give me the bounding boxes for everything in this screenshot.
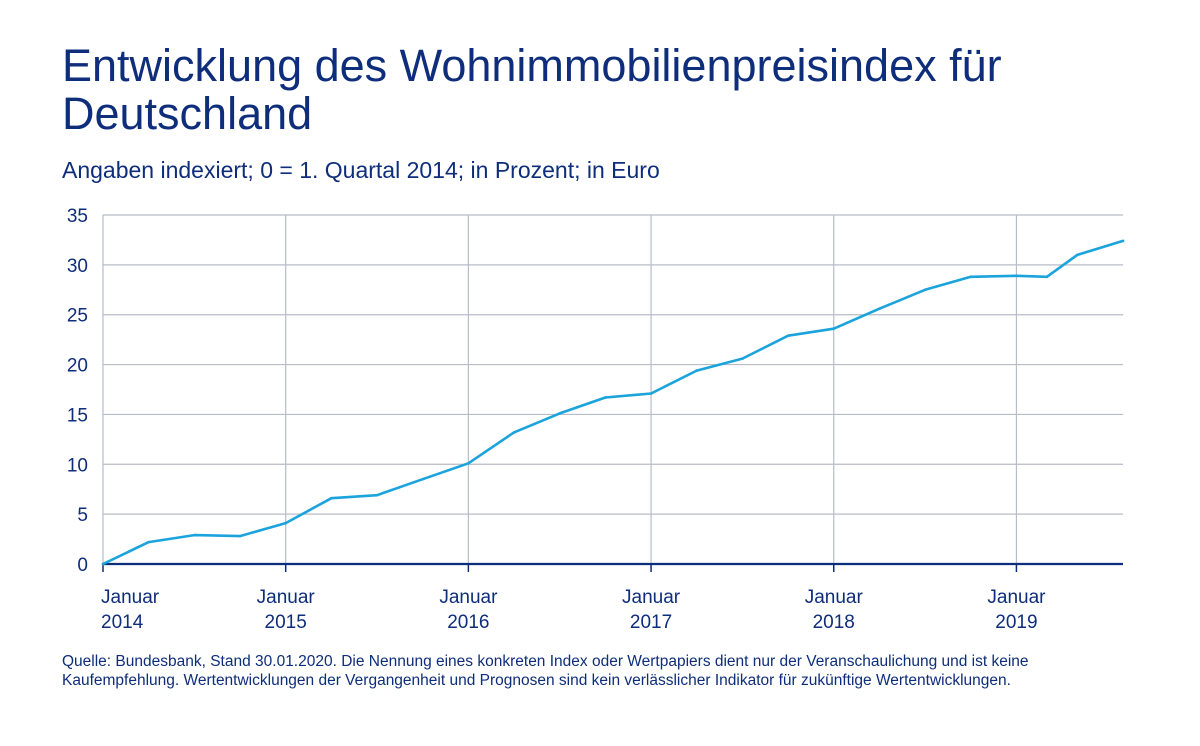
data-point <box>421 477 425 481</box>
x-tick-label-year: 2015 <box>265 612 307 633</box>
x-tick-label-month: Januar <box>622 587 681 608</box>
data-point <box>695 369 699 372</box>
data-point <box>147 540 150 544</box>
x-tick-label-year: 2014 <box>101 612 144 633</box>
y-tick-label: 20 <box>67 356 88 377</box>
data-point <box>832 327 836 330</box>
data-point <box>330 496 333 500</box>
y-tick-label: 25 <box>67 306 88 327</box>
x-tick-label-year: 2017 <box>630 612 672 633</box>
source-note: Quelle: Bundesbank, Stand 30.01.2020. Di… <box>62 653 1029 689</box>
x-tick-label-month: Januar <box>805 587 864 608</box>
data-point <box>969 275 973 279</box>
data-point <box>1076 253 1079 257</box>
chart-subtitle: Angaben indexiert; 0 = 1. Quartal 2014; … <box>62 157 660 183</box>
data-point <box>284 521 287 525</box>
data-point <box>101 562 105 566</box>
data-point <box>193 533 196 537</box>
data-point <box>375 493 379 497</box>
x-tick-label-month: Januar <box>257 587 316 608</box>
data-point <box>604 396 607 399</box>
y-tick-label: 10 <box>67 455 88 476</box>
x-tick-label-month: Januar <box>987 587 1046 608</box>
data-point <box>878 307 881 311</box>
x-tick-label-month: Januar <box>101 587 160 608</box>
data-point <box>649 392 653 395</box>
y-tick-label: 15 <box>67 405 88 426</box>
axes <box>102 215 1123 572</box>
x-tick-label-year: 2018 <box>813 612 855 633</box>
x-tick-label-year: 2016 <box>447 612 489 633</box>
x-tick-label-month: Januar <box>439 587 498 608</box>
series-line <box>101 239 1125 566</box>
data-point <box>1015 274 1018 278</box>
grid <box>103 214 1123 564</box>
y-tick-label: 5 <box>77 505 88 526</box>
chart-title: Entwicklung des Wohnimmobilienpreisindex… <box>62 40 1002 139</box>
data-point <box>923 288 927 292</box>
data-point <box>512 431 516 434</box>
y-tick-label: 30 <box>67 256 88 277</box>
data-point <box>238 534 242 538</box>
series-layer <box>101 239 1125 566</box>
tick-labels: 0 5 10 15 20 25 30 35 Januar 2014 Januar 2015 Januar… <box>67 206 1046 633</box>
data-point <box>786 334 790 337</box>
x-tick-label-year: 2019 <box>995 612 1037 633</box>
data-point <box>1045 275 1049 279</box>
data-point <box>558 412 562 415</box>
data-point <box>1121 239 1125 243</box>
y-tick-label: 35 <box>67 206 88 227</box>
data-point <box>741 357 744 360</box>
data-point <box>467 461 470 465</box>
y-tick-label: 0 <box>77 555 88 576</box>
